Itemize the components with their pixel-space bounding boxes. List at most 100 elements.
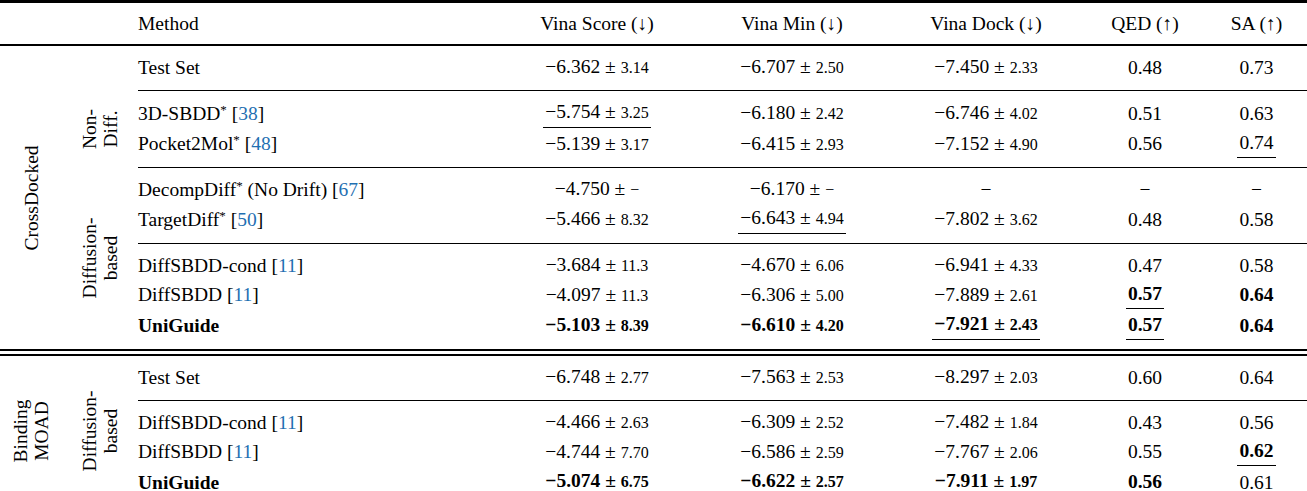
metric-value: 0.64 xyxy=(1239,315,1273,336)
method-cell: DiffSBDD [11] xyxy=(138,437,498,467)
mean-value: −7.767 xyxy=(934,441,989,462)
value-cell: 0.51 xyxy=(1084,91,1206,130)
plus-minus-sign: ± xyxy=(795,470,815,491)
mean-value: −6.610 xyxy=(740,314,795,335)
value-cell: 0.58 xyxy=(1206,204,1307,244)
metric-value: −5.103 ± 8.39 xyxy=(545,314,648,335)
value-cell: 0.43 xyxy=(1084,401,1206,438)
plus-minus-sign: ± xyxy=(989,254,1009,275)
table-row: Diffusion-basedDecompDiff* (No Drift) [6… xyxy=(0,168,1307,205)
plus-minus-sign: ± xyxy=(795,133,815,154)
value-cell: −7.802 ± 3.62 xyxy=(888,204,1084,244)
method-name: UniGuide xyxy=(138,472,219,491)
value-cell: −6.306 ± 5.00 xyxy=(696,280,888,310)
std-value: 2.33 xyxy=(1010,59,1038,76)
value-cell: −5.074 ± 6.75 xyxy=(498,467,696,491)
plus-minus-sign: ± xyxy=(601,254,621,275)
mean-value: 0.48 xyxy=(1128,57,1162,78)
citation-link[interactable]: 11 xyxy=(234,441,253,462)
plus-minus-sign: ± xyxy=(795,284,815,305)
value-cell: −4.670 ± 6.06 xyxy=(696,244,888,281)
std-value: − xyxy=(825,181,834,198)
superscript-star: * xyxy=(220,102,227,117)
mean-value: 0.57 xyxy=(1128,283,1162,304)
metric-value: 0.57 xyxy=(1126,281,1164,309)
value-cell: − xyxy=(1206,168,1307,205)
method-note: (No Drift) xyxy=(248,179,328,200)
group-label xyxy=(62,45,138,91)
mean-value: −7.482 xyxy=(934,411,989,432)
metric-value: −5.754 ± 3.25 xyxy=(543,99,650,128)
mean-value: 0.62 xyxy=(1239,440,1273,461)
value-cell: −6.941 ± 4.33 xyxy=(888,244,1084,281)
value-cell: 0.64 xyxy=(1206,280,1307,310)
value-cell: −6.610 ± 4.20 xyxy=(696,310,888,349)
metric-value: 0.74 xyxy=(1237,130,1275,158)
std-value: 2.77 xyxy=(621,369,649,386)
std-value: 2.03 xyxy=(1010,369,1038,386)
citation-link[interactable]: 11 xyxy=(234,284,253,305)
value-cell: 0.60 xyxy=(1084,356,1206,401)
mean-value: −6.309 xyxy=(740,411,795,432)
method-cell: DiffSBDD-cond [11] xyxy=(138,401,498,438)
method-name: Pocket2Mol xyxy=(138,133,233,154)
mean-value: 0.56 xyxy=(1128,133,1162,154)
group-label: Non-Diff. xyxy=(62,91,138,168)
metric-value: 0.43 xyxy=(1128,412,1162,433)
metric-value: −3.684 ± 11.3 xyxy=(546,254,649,275)
std-value: 2.61 xyxy=(1010,287,1038,304)
plus-minus-sign: ± xyxy=(989,208,1009,229)
value-cell: −3.684 ± 11.3 xyxy=(498,244,696,281)
value-cell: 0.62 xyxy=(1206,437,1307,467)
double-rule xyxy=(0,349,1307,356)
metric-value: −6.170 ± − xyxy=(750,178,834,199)
metric-value: 0.64 xyxy=(1239,367,1273,388)
plus-minus-sign: ± xyxy=(600,411,620,432)
value-cell: − xyxy=(1084,168,1206,205)
metric-value: 0.63 xyxy=(1239,103,1273,124)
plus-minus-sign: ± xyxy=(600,470,620,491)
citation-link[interactable]: 67 xyxy=(339,179,359,200)
metric-value: −6.707 ± 2.50 xyxy=(740,56,843,77)
superscript-star: * xyxy=(219,208,226,223)
column-header-qed: QED (↑) xyxy=(1084,2,1206,46)
mean-value: 0.43 xyxy=(1128,412,1162,433)
benchmark-results-table: Method Vina Score (↓) Vina Min (↓) Vina … xyxy=(0,0,1307,491)
value-cell: − xyxy=(888,168,1084,205)
mean-value: −6.746 xyxy=(934,102,989,123)
metric-value: −7.767 ± 2.06 xyxy=(934,441,1037,462)
metric-value: − xyxy=(981,179,992,200)
mean-value: 0.64 xyxy=(1239,315,1273,336)
citation-link[interactable]: 11 xyxy=(278,255,297,276)
citation-link[interactable]: 11 xyxy=(278,412,297,433)
plus-minus-sign: ± xyxy=(795,207,815,228)
std-value: 6.75 xyxy=(621,473,649,490)
plus-minus-sign: ± xyxy=(600,208,620,229)
method-name: UniGuide xyxy=(138,315,219,336)
metric-value: −4.744 ± 7.70 xyxy=(545,441,648,462)
citation-link[interactable]: 48 xyxy=(251,133,271,154)
metric-value: 0.47 xyxy=(1128,255,1162,276)
mean-value: −4.750 xyxy=(555,178,610,199)
mean-value: 0.57 xyxy=(1128,314,1162,335)
citation-link[interactable]: 50 xyxy=(237,209,257,230)
value-cell: −6.586 ± 2.59 xyxy=(696,437,888,467)
table-row: UniGuide−5.103 ± 8.39−6.610 ± 4.20−7.921… xyxy=(0,310,1307,349)
value-cell: 0.48 xyxy=(1084,45,1206,91)
mean-value: 0.55 xyxy=(1128,441,1162,462)
citation-link[interactable]: 38 xyxy=(238,103,258,124)
method-name: DecompDiff xyxy=(138,179,236,200)
value-cell: 0.58 xyxy=(1206,244,1307,281)
mean-value: −7.889 xyxy=(934,284,989,305)
std-value: 7.70 xyxy=(621,444,649,461)
mean-value: −8.297 xyxy=(934,366,989,387)
plus-minus-sign: ± xyxy=(795,441,815,462)
plus-minus-sign: ± xyxy=(795,366,815,387)
std-value: 3.62 xyxy=(1010,211,1038,228)
mean-value: −5.103 xyxy=(545,314,600,335)
table-row: DiffSBDD-cond [11]−4.466 ± 2.63−6.309 ± … xyxy=(0,401,1307,438)
value-cell: −5.466 ± 8.32 xyxy=(498,204,696,244)
table-row: TargetDiff* [50]−5.466 ± 8.32−6.643 ± 4.… xyxy=(0,204,1307,244)
method-cell: 3D-SBDD* [38] xyxy=(138,91,498,130)
table-row: DiffSBDD [11] −4.744 ± 7.70 −6.586 ± 2.59 −… xyxy=(0,437,1307,467)
